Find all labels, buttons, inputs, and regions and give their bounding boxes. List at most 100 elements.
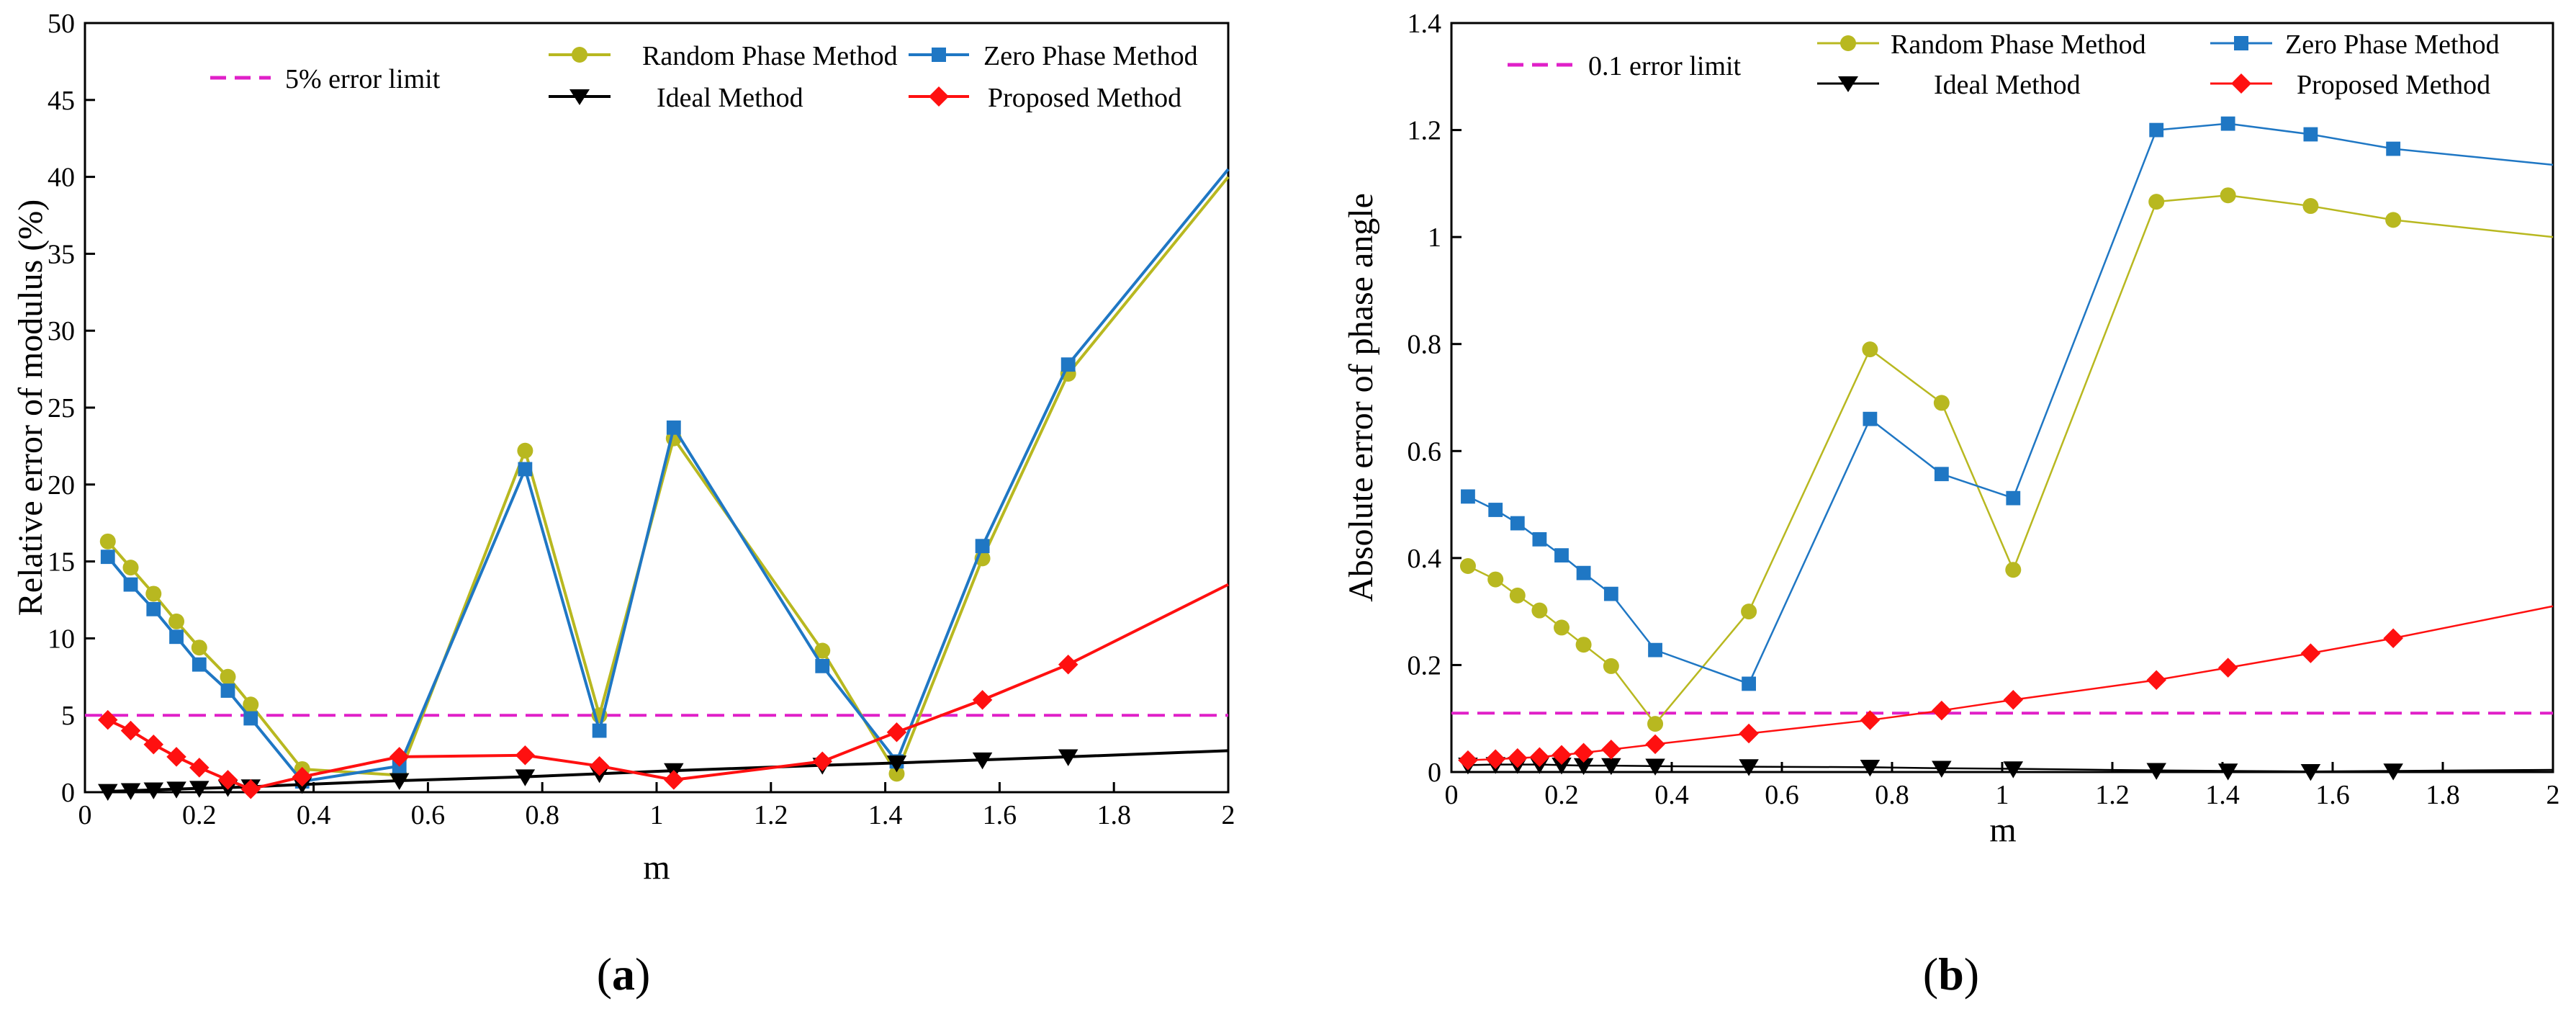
data-point-ideal-method [2383, 763, 2403, 781]
y-tick-label: 15 [48, 547, 75, 578]
data-point-random-phase-method [1509, 587, 1526, 604]
data-point-proposed-method [1645, 734, 1665, 755]
x-tick-label: 0.6 [411, 800, 446, 830]
data-point-random-phase-method [1647, 716, 1664, 732]
data-point-zero-phase-method [1488, 503, 1503, 517]
data-point-proposed-method [143, 735, 164, 755]
legend-a-random-marker [572, 47, 587, 63]
data-point-proposed-method [812, 751, 833, 772]
data-point-random-phase-method [814, 642, 831, 659]
data-point-ideal-method [972, 752, 993, 770]
data-point-random-phase-method [2220, 187, 2236, 204]
data-point-random-phase-method [517, 442, 533, 459]
y-tick-label: 40 [48, 163, 75, 193]
data-point-zero-phase-method [192, 657, 207, 672]
data-point-proposed-method [1932, 700, 1952, 721]
data-point-zero-phase-method [2303, 127, 2318, 142]
x-axis-label-a: m [643, 848, 670, 887]
data-point-proposed-method [166, 747, 186, 767]
data-point-proposed-method [1552, 745, 1572, 765]
data-point-zero-phase-method [243, 711, 258, 726]
data-point-ideal-method [1932, 760, 1952, 778]
legend-a-random-label: Random Phase Method [642, 41, 898, 71]
y-tick-label: 1.2 [1408, 116, 1442, 146]
data-point-proposed-method [515, 745, 536, 766]
panel-label-a: (a) [597, 948, 651, 1000]
data-point-zero-phase-method [1576, 565, 1591, 580]
data-point-random-phase-method [243, 696, 259, 713]
data-point-proposed-method [292, 766, 312, 787]
data-point-ideal-method [2217, 763, 2238, 781]
data-point-ideal-method [389, 773, 410, 791]
data-point-proposed-method [1573, 742, 1594, 763]
data-point-zero-phase-method [2220, 116, 2235, 131]
panel-b: 0 0.2 0.4 0.6 0.8 1 1.2 1.4 1.6 1.8 2 0 0.2 0.4 0.6 0.… [1342, 9, 2560, 1000]
data-point-random-phase-method [1603, 658, 1619, 674]
data-point-ideal-method [166, 781, 186, 799]
data-point-ideal-method [1645, 758, 1665, 776]
data-point-zero-phase-method [2386, 141, 2401, 156]
x-tick-label: 0.8 [1875, 780, 1909, 810]
data-point-zero-phase-method [666, 420, 681, 435]
data-point-ideal-method [143, 782, 164, 799]
legend-a-proposed-label: Proposed Method [988, 83, 1181, 113]
x-tick-label: 0.2 [182, 800, 217, 830]
legend-b-proposed-label: Proposed Method [2297, 70, 2490, 100]
x-tick-label: 1.4 [2205, 780, 2240, 810]
x-tick-label: 1.2 [2095, 780, 2130, 810]
legend-a-zero-marker [932, 48, 946, 62]
legend-a: 5% error limit Random Phase Method Zero … [210, 41, 1198, 113]
data-point-proposed-method [972, 690, 993, 710]
y-tick-label: 0.6 [1408, 436, 1442, 467]
data-point-zero-phase-method [1863, 411, 1878, 426]
data-point-random-phase-method [888, 766, 905, 782]
data-point-random-phase-method [220, 668, 236, 685]
data-point-proposed-method [1485, 749, 1505, 769]
data-point-zero-phase-method [2149, 122, 2164, 138]
panel-a: 0 0.2 0.4 0.6 0.8 1 1.2 1.4 1.6 1.8 2 0 5 10 15 20 25 30… [12, 9, 1235, 1000]
series-line-ideal-method [107, 749, 1229, 793]
data-point-proposed-method [1058, 654, 1078, 675]
data-point-proposed-method [2003, 689, 2024, 710]
panel-label-b: (b) [1923, 948, 1979, 1000]
y-tick-label: 1.4 [1408, 9, 1442, 39]
data-point-zero-phase-method [2006, 490, 2021, 506]
y-axis-b: 0 0.2 0.4 0.6 0.8 1 1.2 1.4 [1408, 9, 1462, 788]
data-point-zero-phase-method [815, 658, 830, 673]
data-point-ideal-method [1860, 760, 1881, 777]
data-point-ideal-method [886, 755, 907, 773]
plot-a-frame [84, 22, 1230, 794]
x-tick-label: 0.8 [525, 800, 559, 830]
x-tick-label: 2 [2546, 780, 2560, 810]
data-point-proposed-method [2217, 658, 2238, 678]
data-point-proposed-method [589, 755, 610, 776]
data-point-proposed-method [2300, 643, 2321, 663]
data-point-random-phase-method [2005, 562, 2022, 578]
data-point-zero-phase-method [1461, 489, 1475, 504]
data-point-zero-phase-method [1532, 531, 1547, 547]
legend-b-random-label: Random Phase Method [1891, 30, 2146, 60]
x-tick-label: 0.4 [297, 800, 331, 830]
data-point-ideal-method [1601, 758, 1621, 776]
data-point-zero-phase-method [1603, 586, 1618, 601]
y-axis-label-b: Absolute error of phase angle [1342, 193, 1380, 602]
data-point-ideal-method [2003, 761, 2024, 779]
data-point-zero-phase-method [1554, 548, 1569, 563]
x-tick-label: 0 [78, 800, 92, 830]
legend-a-zero-label: Zero Phase Method [983, 41, 1198, 71]
data-point-zero-phase-method [123, 577, 138, 592]
data-point-ideal-method [2300, 763, 2321, 781]
data-point-zero-phase-method [1934, 467, 1949, 482]
data-point-random-phase-method [1741, 604, 1757, 620]
series-line-proposed-method [1467, 605, 2554, 761]
x-tick-label: 1 [650, 800, 664, 830]
data-point-proposed-method [98, 709, 118, 730]
y-tick-label: 20 [48, 470, 75, 501]
data-point-ideal-method [1552, 758, 1572, 775]
x-tick-label: 0 [1445, 780, 1459, 810]
legend-b-proposed-marker [2231, 73, 2251, 94]
y-tick-label: 1 [1428, 223, 1441, 253]
y-tick-label: 35 [48, 239, 75, 269]
legend-b-ideal-marker [1838, 76, 1858, 92]
